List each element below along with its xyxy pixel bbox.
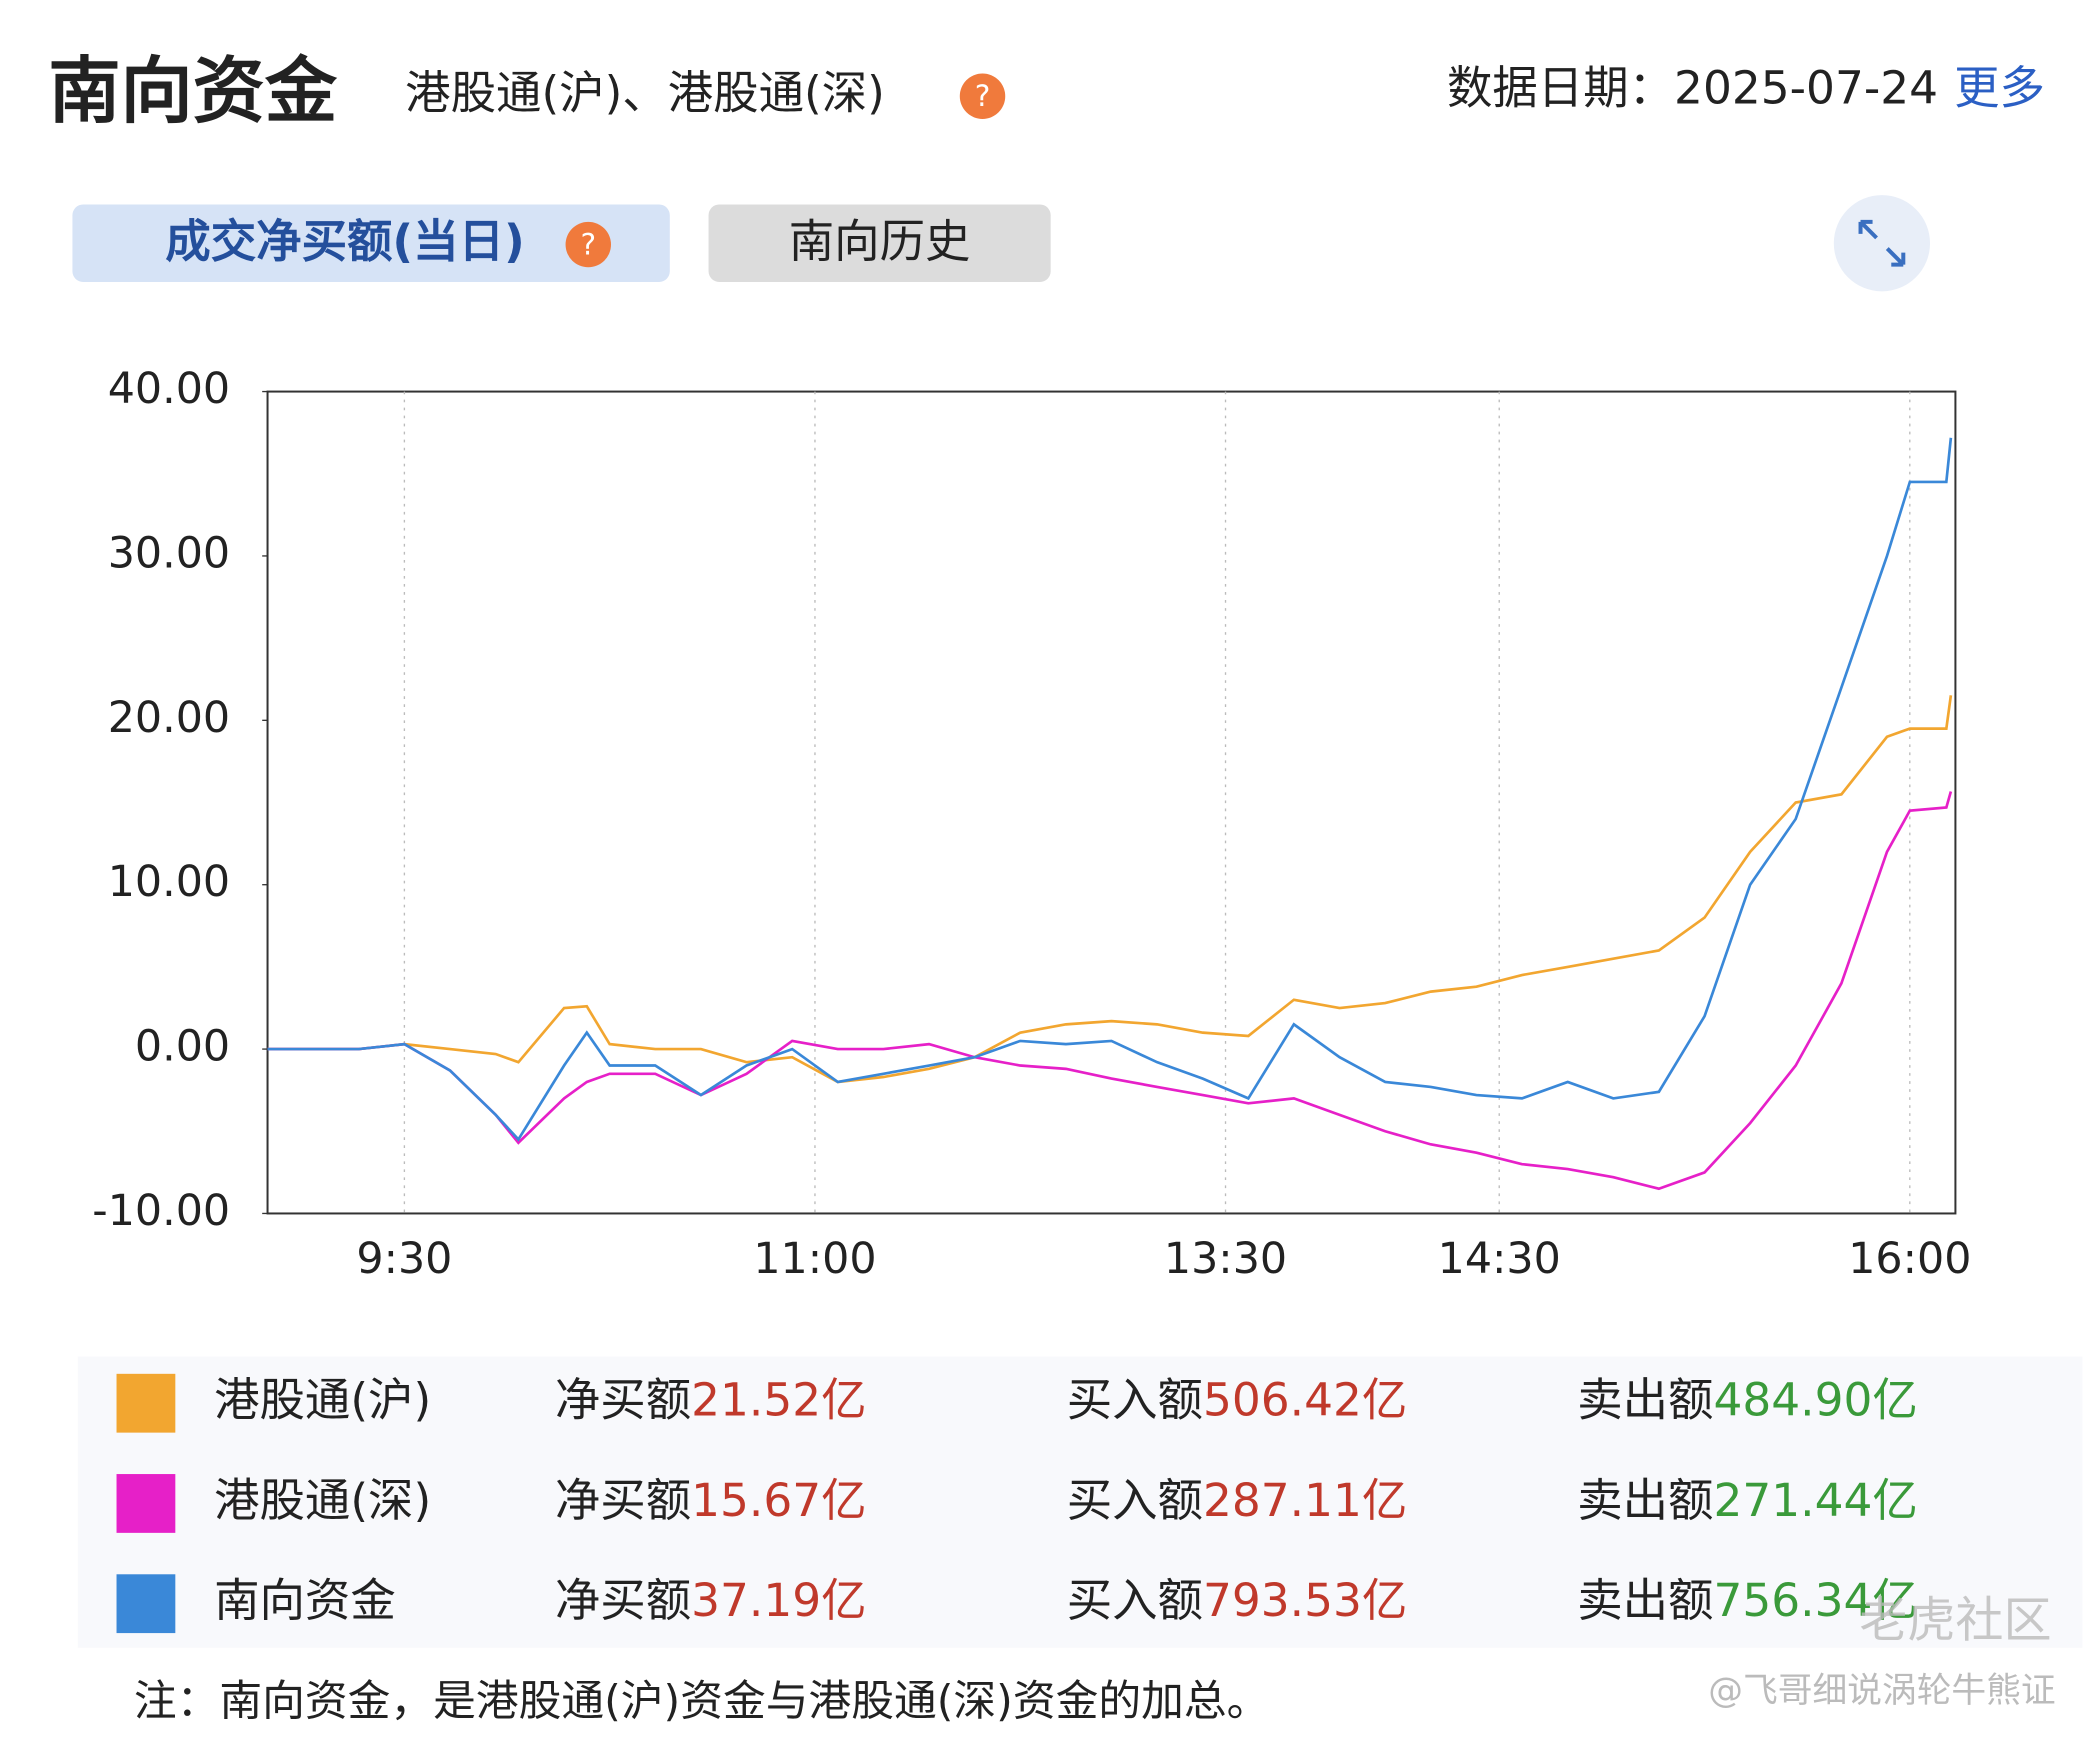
legend-name: 南向资金 bbox=[214, 1574, 396, 1627]
help-mark: ? bbox=[975, 79, 991, 113]
expand-icon bbox=[1858, 219, 1906, 267]
x-tick-label: 9:30 bbox=[356, 1234, 452, 1284]
x-tick-label: 11:00 bbox=[753, 1234, 876, 1284]
stat-label: 净买额 bbox=[555, 1374, 691, 1427]
note: 注：南向资金，是港股通(沪)资金与港股通(深)资金的加总。 bbox=[134, 1676, 1269, 1726]
x-tick-label: 16:00 bbox=[1848, 1234, 1971, 1284]
date-label: 数据日期：2025-07-24 bbox=[1447, 61, 1938, 114]
stat-value: 506.42亿 bbox=[1203, 1374, 1407, 1427]
watermark: 老虎社区 bbox=[1859, 1593, 2051, 1649]
y-tick-label: 40.00 bbox=[108, 364, 230, 414]
stat-value: 37.19亿 bbox=[691, 1574, 866, 1627]
series-line bbox=[267, 695, 1953, 1084]
series-line bbox=[267, 791, 1953, 1191]
subtitle: 港股通(沪)、港股通(深) bbox=[405, 67, 885, 120]
more-link[interactable]: 更多 bbox=[1954, 61, 2045, 114]
y-tick-label: 20.00 bbox=[108, 693, 230, 743]
x-tick-label: 14:30 bbox=[1438, 1234, 1561, 1284]
stat-value: 756.34亿 bbox=[1713, 1574, 1917, 1627]
help-icon[interactable] bbox=[959, 73, 1006, 119]
legend-panel bbox=[77, 1356, 2083, 1648]
help-icon[interactable] bbox=[565, 221, 611, 268]
stat-label: 卖出额 bbox=[1577, 1374, 1713, 1427]
stat-value: 271.44亿 bbox=[1713, 1474, 1917, 1527]
credit: @飞哥细说涡轮牛熊证 bbox=[1708, 1671, 2055, 1711]
y-tick-label: 0.00 bbox=[135, 1022, 230, 1072]
help-mark: ? bbox=[580, 227, 596, 261]
stat-value: 793.53亿 bbox=[1203, 1574, 1407, 1627]
y-tick-label: -10.00 bbox=[92, 1186, 230, 1236]
legend-swatch bbox=[116, 1373, 176, 1433]
y-tick-label: 30.00 bbox=[108, 528, 230, 578]
legend-swatch bbox=[116, 1574, 176, 1634]
stat-label: 卖出额 bbox=[1577, 1474, 1713, 1527]
title: 南向资金 bbox=[48, 50, 337, 134]
stat-label: 买入额 bbox=[1067, 1574, 1203, 1627]
legend-name: 港股通(深) bbox=[214, 1474, 431, 1527]
expand-button[interactable] bbox=[1833, 195, 1931, 292]
legend-swatch bbox=[116, 1474, 176, 1533]
tab-label: 南向历史 bbox=[789, 215, 971, 268]
tab-active[interactable] bbox=[72, 204, 670, 282]
legend-name: 港股通(沪) bbox=[214, 1374, 431, 1427]
stat-value: 287.11亿 bbox=[1203, 1474, 1407, 1527]
stat-label: 净买额 bbox=[555, 1574, 691, 1627]
series-line bbox=[267, 437, 1953, 1142]
stat-value: 21.52亿 bbox=[691, 1374, 866, 1427]
stat-value: 484.90亿 bbox=[1713, 1374, 1917, 1427]
stat-label: 买入额 bbox=[1067, 1374, 1203, 1427]
stat-label: 卖出额 bbox=[1577, 1574, 1713, 1627]
stat-label: 买入额 bbox=[1067, 1474, 1203, 1527]
x-tick-label: 13:30 bbox=[1164, 1234, 1287, 1284]
tab-label: 成交净买额(当日) bbox=[165, 215, 524, 268]
plot-frame bbox=[266, 390, 1957, 1215]
tab[interactable] bbox=[708, 204, 1051, 282]
stat-value: 15.67亿 bbox=[691, 1474, 866, 1527]
stat-label: 净买额 bbox=[555, 1474, 691, 1527]
y-tick-label: 10.00 bbox=[108, 857, 230, 907]
